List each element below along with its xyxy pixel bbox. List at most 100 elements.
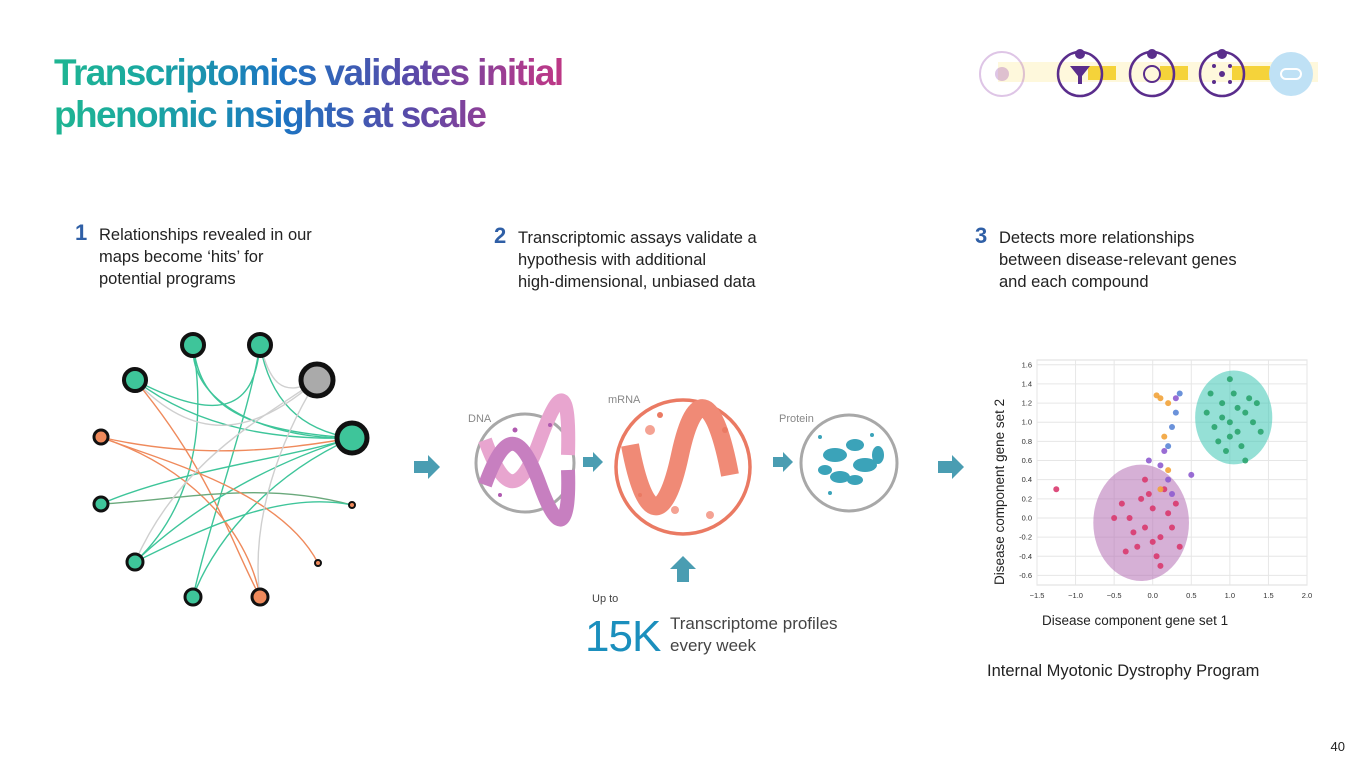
funnel-icon: [1056, 49, 1104, 98]
data-point: [1169, 491, 1175, 498]
x-tick-label: 2.0: [1302, 591, 1312, 600]
step-number: 1: [75, 220, 88, 245]
data-point: [1176, 390, 1183, 397]
data-point: [1142, 524, 1148, 531]
data-point: [1149, 538, 1156, 545]
data-point: [1169, 524, 1175, 531]
data-point: [1226, 376, 1233, 383]
data-point: [1238, 443, 1245, 450]
data-point: [1246, 395, 1253, 402]
y-tick-label: 1.0: [1022, 418, 1032, 427]
data-point: [1219, 400, 1226, 407]
dna-illustration: [474, 393, 576, 527]
x-tick-label: 0.0: [1147, 591, 1157, 600]
stat-prefix: Up to: [592, 593, 619, 605]
data-point: [1176, 543, 1183, 550]
y-tick-label: 1.2: [1022, 399, 1032, 408]
data-point: [1142, 476, 1148, 483]
data-point: [1165, 476, 1172, 483]
x-tick-label: 0.5: [1186, 591, 1196, 600]
mrna-label: mRNA: [608, 394, 641, 406]
data-point: [1230, 390, 1237, 397]
data-point: [1219, 414, 1226, 421]
data-point: [1203, 409, 1210, 416]
data-point: [1223, 447, 1229, 454]
data-point: [1226, 419, 1233, 426]
data-point: [1145, 491, 1152, 498]
data-point: [1188, 471, 1195, 478]
y-tick-label: 0.0: [1022, 513, 1032, 522]
data-point: [1165, 467, 1172, 474]
cluster-circle: [1195, 370, 1273, 465]
x-tick-label: 1.5: [1263, 591, 1273, 600]
data-point: [1226, 433, 1233, 440]
step-text: Detects more relationships between disea…: [999, 229, 1237, 291]
data-point: [1253, 400, 1260, 407]
stat-number: 15K: [585, 612, 661, 661]
data-point: [1172, 395, 1179, 402]
dna-label: DNA: [468, 413, 492, 425]
data-point: [1169, 424, 1175, 431]
data-point: [1053, 486, 1060, 493]
data-point: [1145, 457, 1152, 464]
data-point: [1157, 562, 1164, 569]
x-tick-label: −0.5: [1107, 591, 1122, 600]
data-point: [1161, 433, 1168, 440]
y-tick-label: 1.6: [1022, 360, 1032, 369]
data-point: [1207, 390, 1214, 397]
data-point: [1138, 495, 1145, 502]
data-point: [1242, 409, 1249, 416]
network-icon: [1198, 49, 1246, 98]
x-tick-label: 1.0: [1225, 591, 1235, 600]
stat-text: Transcriptome profiles every week: [670, 614, 838, 655]
x-axis-label: Disease component gene set 1: [1042, 613, 1229, 628]
data-point: [1172, 500, 1179, 507]
step-number: 3: [975, 223, 988, 248]
data-point: [1172, 409, 1179, 416]
x-tick-label: −1.5: [1030, 591, 1045, 600]
data-point: [1161, 447, 1168, 454]
protein-label: Protein: [779, 413, 814, 425]
data-point: [1215, 438, 1222, 445]
data-point: [1211, 424, 1218, 431]
y-tick-label: -0.2: [1019, 533, 1032, 542]
slide-title: Transcriptomics validates initial phenom…: [54, 52, 654, 136]
data-point: [1250, 419, 1256, 426]
pipeline-strip: [979, 49, 1318, 98]
data-point: [1118, 500, 1125, 507]
step-text: Transcriptomic assays validate a hypothe…: [518, 229, 757, 291]
step-text: Relationships revealed in our maps becom…: [99, 226, 312, 288]
up-arrow-icon: [670, 556, 696, 582]
flask-icon: [979, 51, 1025, 97]
right-arrow-icon: [583, 452, 603, 472]
y-tick-label: 0.8: [1022, 437, 1032, 446]
scatter-chart: −1.5 −1.0 −0.5 0.0 0.5 1.0 1.5 2.0 1.6 1.4 1.2 1.0 0…: [1019, 359, 1312, 600]
data-point: [1165, 400, 1172, 407]
assay-diagram: DNA mRNA Protein: [468, 393, 899, 536]
y-tick-label: -0.4: [1019, 552, 1032, 561]
cluster-circle: [1093, 464, 1189, 581]
data-point: [1111, 514, 1118, 521]
page-number: 40: [1330, 739, 1345, 754]
data-point: [1234, 428, 1241, 435]
data-point: [1153, 392, 1160, 399]
mrna-illustration: [614, 398, 752, 536]
step-1: 1 Relationships revealed in our maps bec…: [75, 220, 312, 290]
y-tick-label: 0.2: [1022, 494, 1032, 503]
data-point: [1165, 443, 1172, 450]
data-point: [1122, 548, 1129, 555]
y-tick-label: 1.4: [1022, 379, 1032, 388]
data-point: [1157, 462, 1164, 469]
data-point: [1234, 404, 1241, 411]
step-2: 2 Transcriptomic assays validate a hypot…: [494, 223, 757, 293]
right-arrow-icon: [938, 455, 964, 479]
step-number: 2: [494, 223, 507, 248]
pill-icon: [1269, 52, 1313, 96]
data-point: [1157, 486, 1164, 493]
y-axis-label: Disease component gene set 2: [992, 398, 1007, 585]
molecule-icon: [1128, 49, 1176, 98]
data-point: [1257, 428, 1264, 435]
data-point: [1149, 505, 1156, 512]
data-point: [1130, 529, 1137, 536]
right-arrow-icon: [773, 452, 793, 472]
